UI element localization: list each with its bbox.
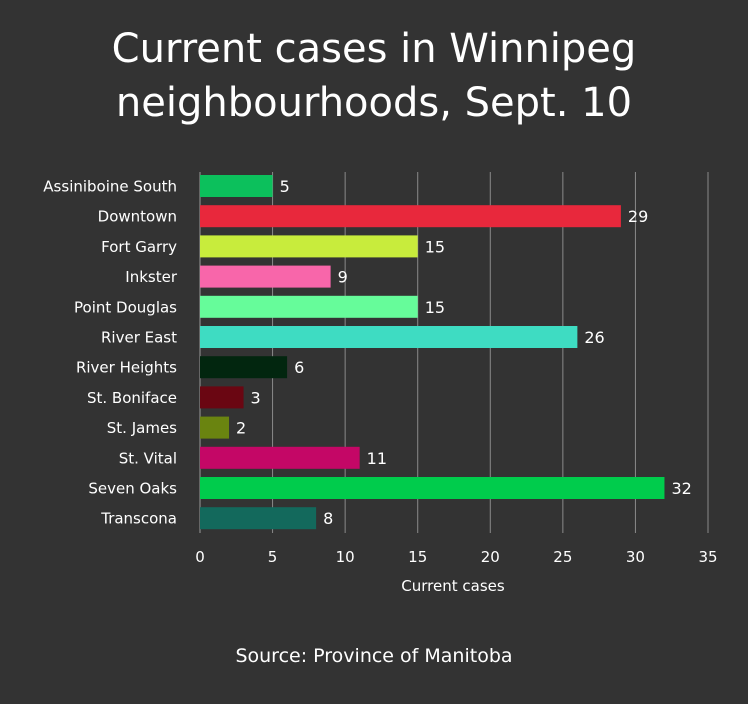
x-tick-label: 5: [268, 548, 278, 566]
data-label: 3: [251, 388, 261, 407]
x-tick-label: 25: [553, 548, 572, 566]
bar: [200, 477, 665, 499]
bar: [200, 356, 288, 379]
category-label: Assiniboine South: [43, 178, 177, 196]
category-label: Downtown: [98, 208, 177, 226]
bar: [200, 205, 621, 228]
chart-title-line-2: neighbourhoods, Sept. 10: [115, 80, 633, 126]
category-label: River East: [101, 329, 177, 347]
data-label: 11: [367, 449, 387, 468]
data-label: 15: [425, 298, 445, 317]
category-label: Inkster: [125, 268, 178, 286]
bar: [200, 416, 230, 439]
data-label: 5: [280, 177, 290, 196]
x-tick-label: 15: [408, 548, 427, 566]
bar: [200, 507, 317, 530]
data-label: 32: [671, 479, 691, 498]
data-label: 29: [628, 207, 648, 226]
bar: [200, 446, 360, 469]
x-tick-label: 35: [698, 548, 717, 566]
source-note: Source: Province of Manitoba: [235, 645, 513, 667]
category-label: Seven Oaks: [88, 480, 177, 498]
bar: [200, 295, 418, 318]
bar: [200, 175, 273, 197]
category-label: St. Boniface: [87, 389, 177, 407]
data-label: 9: [338, 268, 348, 287]
x-tick-label: 0: [195, 548, 205, 566]
bar: [200, 235, 418, 258]
data-label: 8: [323, 509, 333, 528]
category-label: St. James: [107, 419, 177, 437]
category-label: Fort Garry: [101, 238, 177, 256]
data-label: 2: [236, 419, 246, 438]
data-label: 6: [294, 358, 304, 377]
x-tick-label: 30: [626, 548, 645, 566]
chart-title: Current cases in Winnipeg neighbourhoods…: [0, 22, 748, 130]
data-label: 26: [584, 328, 604, 347]
chart-title-line-1: Current cases in Winnipeg: [111, 26, 637, 72]
category-label: River Heights: [76, 359, 177, 377]
x-axis-label: Current cases: [401, 577, 505, 595]
bar: [200, 386, 244, 409]
x-tick-label: 10: [336, 548, 355, 566]
x-tick-label: 20: [481, 548, 500, 566]
data-label: 15: [425, 237, 445, 256]
bar: [200, 265, 331, 288]
category-label: Transcona: [100, 510, 177, 528]
bar: [200, 326, 578, 348]
category-label: Point Douglas: [74, 298, 177, 316]
category-label: St. Vital: [119, 449, 177, 467]
